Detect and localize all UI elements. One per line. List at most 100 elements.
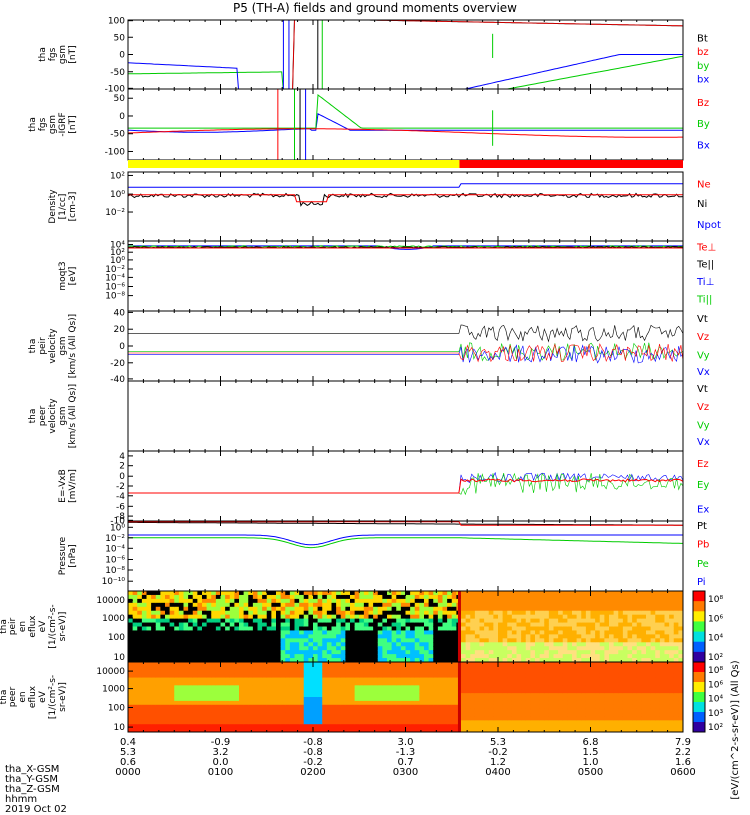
spectrogram-cell [517, 697, 522, 701]
spectrogram-cell [392, 611, 397, 615]
y-tick-label: 10⁰ [110, 523, 125, 533]
spectrogram-cell [480, 709, 485, 713]
spectrogram-cell [304, 681, 309, 685]
spectrogram-cell [632, 595, 637, 599]
spectrogram-cell [170, 713, 175, 717]
spectrogram-cell [267, 607, 272, 611]
spectrogram-cell [341, 603, 346, 607]
spectrogram-cell [475, 681, 480, 685]
spectrogram-cell [452, 627, 457, 631]
spectrogram-cell [475, 634, 480, 638]
spectrogram-cell [595, 615, 600, 619]
spectrogram-cell [512, 670, 517, 674]
spectrogram-cell [641, 654, 646, 658]
spectrogram-cell [604, 670, 609, 674]
spectrogram-cell [406, 662, 411, 666]
spectrogram-cell [156, 599, 161, 603]
spectrogram-cell [382, 678, 387, 682]
spectrogram-cell [230, 615, 235, 619]
spectrogram-cell [655, 615, 660, 619]
spectrogram-cell [632, 623, 637, 627]
spectrogram-cell [540, 666, 545, 670]
spectrogram-cell [133, 615, 138, 619]
spectrogram-cell [526, 634, 531, 638]
spectrogram-cell [401, 650, 406, 654]
spectrogram-cell [345, 642, 350, 646]
spectrogram-cell [174, 615, 179, 619]
spectrogram-cell [521, 595, 526, 599]
spectrogram-cell [364, 650, 369, 654]
spectrogram-cell [609, 607, 614, 611]
spectrogram-cell [271, 716, 276, 720]
spectrogram-cell [225, 681, 230, 685]
spectrogram-cell [493, 634, 498, 638]
spectrogram-cell [211, 681, 216, 685]
spectrogram-cell [498, 724, 503, 728]
spectrogram-cell [211, 630, 216, 634]
spectrogram-cell [572, 716, 577, 720]
spectrogram-cell [429, 662, 434, 666]
spectrogram-cell [336, 662, 341, 666]
spectrogram-cell [637, 654, 642, 658]
spectrogram-cell [345, 701, 350, 705]
spectrogram-cell [438, 685, 443, 689]
y-axis-label: gsm [58, 45, 68, 64]
spectrogram-cell [646, 630, 651, 634]
spectrogram-cell [350, 642, 355, 646]
y-tick-label: -50 [110, 68, 125, 78]
spectrogram-cell [262, 627, 267, 631]
spectrogram-cell [470, 681, 475, 685]
spectrogram-cell [563, 678, 568, 682]
spectrogram-cell [253, 666, 258, 670]
spectrogram-cell [406, 666, 411, 670]
spectrogram-cell [604, 724, 609, 728]
spectrogram-cell [600, 634, 605, 638]
spectrogram-cell [225, 697, 230, 701]
spectrogram-cell [239, 720, 244, 724]
spectrogram-cell [530, 654, 535, 658]
spectrogram-cell [184, 705, 189, 709]
spectrogram-cell [604, 654, 609, 658]
spectrogram-cell [142, 623, 147, 627]
spectrogram-cell [480, 619, 485, 623]
spectrogram-cell [484, 670, 489, 674]
spectrogram-cell [160, 689, 165, 693]
spectrogram-cell [160, 678, 165, 682]
spectrogram-cell [489, 646, 494, 650]
spectrogram-cell [308, 634, 313, 638]
spectrogram-cell [452, 638, 457, 642]
spectrogram-cell [308, 678, 313, 682]
spectrogram-cell [567, 642, 572, 646]
spectrogram-cell [498, 713, 503, 717]
spectrogram-cell [466, 630, 471, 634]
spectrogram-cell [452, 619, 457, 623]
spectrogram-cell [234, 724, 239, 728]
spectrogram-cell [540, 627, 545, 631]
spectrogram-cell [350, 611, 355, 615]
spectrogram-cell [517, 674, 522, 678]
spectrogram-cell [355, 681, 360, 685]
spectrogram-cell [211, 666, 216, 670]
spectrogram-cell [406, 638, 411, 642]
spectrogram-cell [350, 654, 355, 658]
spectrogram-cell [147, 662, 152, 666]
spectrogram-cell [447, 697, 452, 701]
spectrogram-cell [581, 634, 586, 638]
spectrogram-cell [591, 701, 596, 705]
spectrogram-cell [299, 607, 304, 611]
spectrogram-cell [373, 642, 378, 646]
spectrogram-cell [419, 693, 424, 697]
spectrogram-cell [285, 611, 290, 615]
spectrogram-cell [211, 701, 216, 705]
spectrogram-cell [396, 634, 401, 638]
spectrogram-cell [419, 720, 424, 724]
spectrogram-cell [197, 693, 202, 697]
spectrogram-cell [188, 638, 193, 642]
spectrogram-cell [512, 713, 517, 717]
spectrogram-cell [202, 619, 207, 623]
spectrogram-cell [591, 642, 596, 646]
spectrogram-cell [151, 674, 156, 678]
spectrogram-cell [609, 630, 614, 634]
spectrogram-cell [535, 709, 540, 713]
spectrogram-cell [207, 705, 212, 709]
